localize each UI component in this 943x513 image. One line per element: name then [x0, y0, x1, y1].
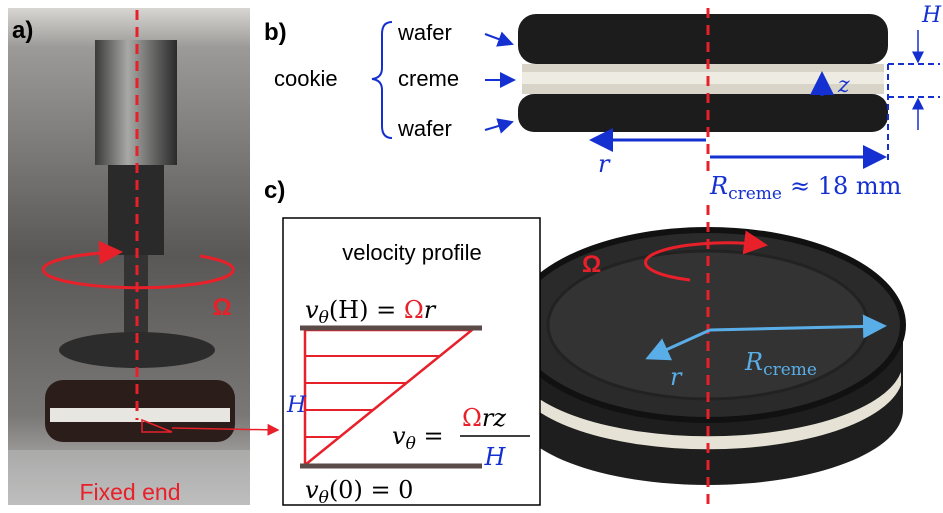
v: v [305, 476, 319, 504]
arrow [484, 118, 514, 134]
bottom-equation: vθ(0) = 0 [305, 476, 413, 508]
rotation-arrow [41, 240, 235, 290]
height-label: H [286, 393, 307, 418]
v: v [392, 422, 406, 450]
radius-label: Rcreme [744, 348, 817, 380]
r: r [424, 296, 437, 324]
panel-label: a) [12, 17, 33, 44]
sub: θ [319, 308, 329, 328]
fixed-end: Fixed end [79, 479, 180, 505]
omega: Ω [582, 251, 601, 278]
cookie-label: cookie [274, 66, 338, 91]
omega: Ω [404, 296, 424, 324]
numerator: Ωrz [462, 404, 506, 432]
r-label: r [598, 150, 611, 178]
r-label: r [670, 363, 683, 391]
layer-label: creme [398, 66, 459, 91]
v: v [305, 296, 319, 324]
sub: θ [406, 434, 416, 454]
denominator: H [484, 443, 507, 471]
arrow [484, 31, 514, 47]
arg: (H) = [329, 296, 404, 324]
rotation-arrow [644, 230, 768, 282]
panel-label: b) [264, 19, 287, 46]
arrow [709, 314, 887, 339]
panel-label: c) [264, 177, 285, 204]
profile-marker [141, 418, 173, 433]
eq: = [416, 422, 444, 450]
rest: (0) = 0 [329, 476, 414, 504]
rz: rz [482, 404, 506, 432]
omega: Ω [462, 404, 482, 432]
sub: θ [319, 488, 329, 508]
profile-box [282, 217, 541, 506]
symbol: R [744, 348, 763, 376]
radius-label: Rcreme ≈ 18 mm [709, 172, 902, 204]
subscript: creme [763, 360, 817, 380]
profile-lines [305, 355, 440, 438]
relation: ≈ 18 mm [790, 172, 902, 200]
brace [371, 21, 393, 139]
middle-equation: vθ = [392, 422, 444, 454]
subscript: creme [728, 184, 782, 204]
cookie-side [518, 14, 888, 132]
height-label: H [921, 3, 942, 28]
top-equation: vθ(H) = Ωr [305, 296, 437, 328]
arrow [645, 328, 711, 361]
pointer [171, 423, 280, 436]
z-label: z [837, 73, 850, 98]
layer-label: wafer [397, 20, 452, 45]
photo [8, 8, 250, 505]
symbol: R [709, 172, 728, 200]
omega: Ω [212, 294, 231, 321]
layer-label: wafer [397, 116, 452, 141]
profile-title: velocity profile [342, 240, 481, 265]
